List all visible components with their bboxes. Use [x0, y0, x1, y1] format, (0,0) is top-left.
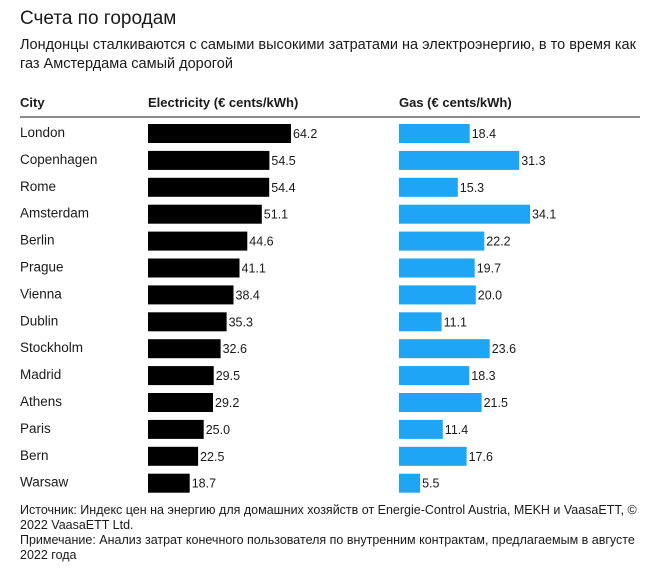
electricity-bar-dublin: [148, 312, 227, 332]
gas-value-copenhagen: 31.3: [521, 154, 545, 168]
city-label-berlin: Berlin: [20, 233, 55, 248]
gas-value-paris: 11.4: [445, 423, 468, 437]
gas-value-rome: 15.3: [460, 181, 484, 195]
electricity-value-berlin: 44.6: [249, 235, 273, 249]
electricity-value-paris: 25.0: [206, 423, 230, 437]
gas-bar-stockholm: [399, 339, 490, 359]
gas-value-amsterdam: 34.1: [532, 208, 556, 222]
electricity-value-london: 64.2: [293, 127, 317, 141]
gas-value-stockholm: 23.6: [492, 342, 516, 356]
city-label-warsaw: Warsaw: [20, 475, 69, 490]
source-note: Источник: Индекс цен на энергию для дома…: [20, 503, 637, 532]
electricity-value-rome: 54.4: [271, 181, 295, 195]
chart-rows: London 64.2 18.4 Copenhagen 54.5 31.3 Rome 54.4…: [20, 124, 556, 493]
chart-footer: Источник: Индекс цен на энергию для дома…: [20, 503, 640, 563]
gas-bar-warsaw: [399, 473, 421, 493]
gas-value-warsaw: 5.5: [422, 477, 439, 491]
gas-value-dublin: 11.1: [444, 315, 467, 329]
city-label-madrid: Madrid: [20, 367, 61, 382]
gas-value-berlin: 22.2: [486, 235, 510, 249]
gas-value-prague: 19.7: [477, 262, 501, 276]
city-label-rome: Rome: [20, 179, 56, 194]
city-label-prague: Prague: [20, 260, 64, 275]
electricity-value-amsterdam: 51.1: [264, 208, 288, 222]
electricity-bar-prague: [148, 258, 240, 278]
electricity-value-stockholm: 32.6: [223, 342, 247, 356]
electricity-bar-vienna: [148, 285, 234, 305]
gas-bar-london: [399, 124, 470, 143]
gas-bar-berlin: [399, 231, 485, 251]
city-label-paris: Paris: [20, 421, 51, 436]
electricity-value-dublin: 35.3: [229, 315, 253, 329]
city-label-london: London: [20, 125, 65, 140]
electricity-bar-stockholm: [148, 339, 221, 359]
chart-subtitle: Лондонцы сталкиваются с самыми высокими …: [20, 37, 636, 72]
electricity-value-warsaw: 18.7: [192, 477, 216, 491]
city-label-bern: Bern: [20, 448, 49, 463]
city-column-header: City: [20, 95, 45, 110]
electricity-bar-bern: [148, 446, 199, 466]
electricity-value-vienna: 38.4: [236, 288, 260, 302]
chart-title: Счета по городам: [20, 8, 177, 29]
electricity-value-athens: 29.2: [215, 396, 239, 410]
gas-bar-athens: [399, 393, 482, 412]
city-label-copenhagen: Copenhagen: [20, 152, 97, 167]
city-label-stockholm: Stockholm: [20, 340, 83, 355]
gas-value-london: 18.4: [472, 127, 496, 141]
electricity-value-copenhagen: 54.5: [271, 154, 295, 168]
gas-bar-paris: [399, 419, 443, 439]
gas-column-header: Gas (€ cents/kWh): [399, 95, 512, 110]
electricity-bar-paris: [148, 419, 204, 439]
electricity-value-prague: 41.1: [242, 262, 266, 276]
gas-bar-bern: [399, 446, 467, 466]
electricity-bar-copenhagen: [148, 150, 270, 170]
city-label-amsterdam: Amsterdam: [20, 206, 89, 221]
gas-bar-vienna: [399, 285, 476, 305]
gas-value-madrid: 18.3: [471, 369, 495, 383]
electricity-value-madrid: 29.5: [216, 369, 240, 383]
city-label-vienna: Vienna: [20, 286, 62, 301]
gas-bar-dublin: [399, 312, 442, 332]
gas-value-bern: 17.6: [469, 450, 493, 464]
city-label-dublin: Dublin: [20, 313, 58, 328]
methodology-note: Примечание: Анализ затрат конечного поль…: [20, 533, 635, 562]
gas-bar-amsterdam: [399, 204, 530, 224]
electricity-bar-berlin: [148, 231, 248, 251]
gas-bar-prague: [399, 258, 475, 278]
electricity-value-bern: 22.5: [200, 450, 224, 464]
electricity-column-header: Electricity (€ cents/kWh): [148, 95, 298, 110]
electricity-bar-amsterdam: [148, 204, 262, 224]
electricity-bar-rome: [148, 177, 270, 197]
gas-value-athens: 21.5: [484, 396, 508, 410]
gas-value-vienna: 20.0: [478, 288, 502, 302]
electricity-bar-athens: [148, 393, 213, 412]
gas-bar-rome: [399, 177, 458, 197]
gas-bar-copenhagen: [399, 150, 520, 170]
gas-bar-madrid: [399, 366, 470, 386]
city-label-athens: Athens: [20, 394, 62, 409]
electricity-bar-london: [148, 124, 291, 143]
bar-chart: City Electricity (€ cents/kWh) Gas (€ ce…: [20, 95, 640, 493]
electricity-bar-madrid: [148, 366, 214, 386]
electricity-bar-warsaw: [148, 473, 190, 493]
